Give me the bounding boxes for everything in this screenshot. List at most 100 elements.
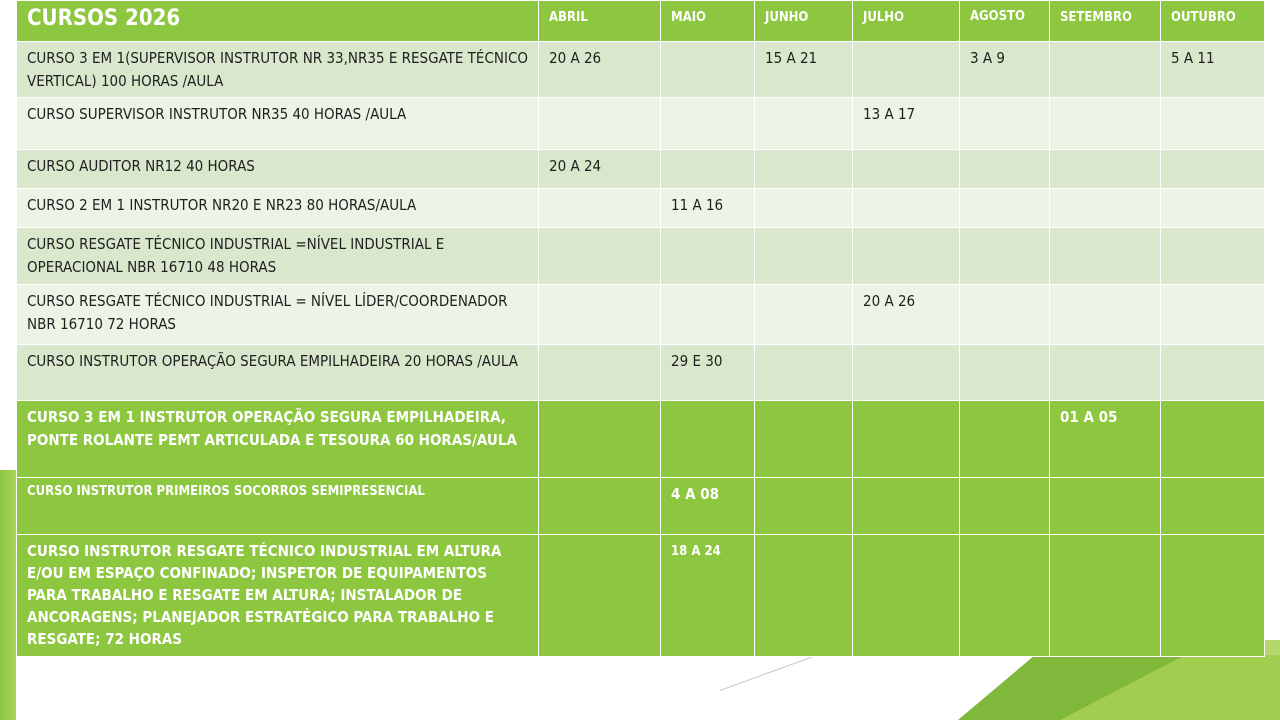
table-row: CURSO RESGATE TÉCNICO INDUSTRIAL = NÍVEL… bbox=[16, 284, 1265, 345]
table-row: CURSO AUDITOR NR12 40 HORAS 20 A 24 bbox=[16, 149, 1265, 189]
date-cell bbox=[754, 97, 853, 150]
course-name: CURSO INSTRUTOR PRIMEIROS SOCORROS SEMIP… bbox=[16, 477, 539, 535]
date-cell bbox=[852, 227, 960, 285]
table-row: CURSO SUPERVISOR INSTRUTOR NR35 40 HORAS… bbox=[16, 97, 1265, 150]
month-header: SETEMBRO bbox=[1049, 0, 1161, 42]
date-cell bbox=[538, 284, 661, 345]
course-name: CURSO 3 EM 1 INSTRUTOR OPERAÇÃO SEGURA E… bbox=[16, 400, 539, 478]
date-cell: 4 A 08 bbox=[660, 477, 755, 535]
month-header: MAIO bbox=[660, 0, 755, 42]
table-row: CURSO INSTRUTOR OPERAÇÃO SEGURA EMPILHAD… bbox=[16, 344, 1265, 401]
date-cell bbox=[538, 534, 661, 657]
date-cell bbox=[852, 477, 960, 535]
date-cell bbox=[660, 149, 755, 189]
date-cell bbox=[1160, 534, 1265, 657]
course-name: CURSO RESGATE TÉCNICO INDUSTRIAL =NÍVEL … bbox=[16, 227, 539, 285]
date-cell bbox=[754, 344, 853, 401]
table-row: CURSO INSTRUTOR RESGATE TÉCNICO INDUSTRI… bbox=[16, 534, 1265, 657]
date-cell bbox=[538, 477, 661, 535]
date-cell bbox=[1049, 41, 1161, 98]
date-cell bbox=[538, 400, 661, 478]
date-cell bbox=[959, 149, 1050, 189]
date-cell bbox=[1160, 284, 1265, 345]
course-name: CURSO 3 EM 1(SUPERVISOR INSTRUTOR NR 33,… bbox=[16, 41, 539, 98]
table-row: CURSO INSTRUTOR PRIMEIROS SOCORROS SEMIP… bbox=[16, 477, 1265, 535]
date-cell bbox=[1049, 284, 1161, 345]
date-cell bbox=[1049, 227, 1161, 285]
date-cell: 01 A 05 bbox=[1049, 400, 1161, 478]
date-cell bbox=[959, 284, 1050, 345]
table-title: CURSOS 2026 bbox=[16, 0, 539, 42]
date-cell bbox=[852, 344, 960, 401]
date-cell: 5 A 11 bbox=[1160, 41, 1265, 98]
date-cell bbox=[660, 284, 755, 345]
date-cell: 3 A 9 bbox=[959, 41, 1050, 98]
date-cell bbox=[959, 477, 1050, 535]
course-name: CURSO AUDITOR NR12 40 HORAS bbox=[16, 149, 539, 189]
header-row: CURSOS 2026 ABRIL MAIO JUNHO JULHO AGOST… bbox=[16, 0, 1265, 42]
course-name: CURSO INSTRUTOR RESGATE TÉCNICO INDUSTRI… bbox=[16, 534, 539, 657]
date-cell bbox=[660, 400, 755, 478]
course-name: CURSO INSTRUTOR OPERAÇÃO SEGURA EMPILHAD… bbox=[16, 344, 539, 401]
date-cell: 13 A 17 bbox=[852, 97, 960, 150]
date-cell bbox=[538, 344, 661, 401]
month-header: AGOSTO bbox=[959, 0, 1050, 42]
course-name: CURSO SUPERVISOR INSTRUTOR NR35 40 HORAS… bbox=[16, 97, 539, 150]
table-row: CURSO 2 EM 1 INSTRUTOR NR20 E NR23 80 HO… bbox=[16, 188, 1265, 228]
date-cell bbox=[538, 97, 661, 150]
date-cell bbox=[538, 227, 661, 285]
date-cell bbox=[1049, 149, 1161, 189]
date-cell: 29 E 30 bbox=[660, 344, 755, 401]
month-header: JULHO bbox=[852, 0, 960, 42]
course-schedule-table: CURSOS 2026 ABRIL MAIO JUNHO JULHO AGOST… bbox=[16, 0, 1265, 657]
date-cell bbox=[1160, 477, 1265, 535]
date-cell: 20 A 26 bbox=[538, 41, 661, 98]
date-cell bbox=[754, 477, 853, 535]
course-name: CURSO 2 EM 1 INSTRUTOR NR20 E NR23 80 HO… bbox=[16, 188, 539, 228]
date-cell bbox=[660, 227, 755, 285]
date-cell: 18 A 24 bbox=[660, 534, 755, 657]
date-cell bbox=[959, 344, 1050, 401]
date-cell bbox=[1160, 344, 1265, 401]
date-cell bbox=[660, 97, 755, 150]
date-cell bbox=[1049, 534, 1161, 657]
date-cell bbox=[1160, 400, 1265, 478]
decorative-left-stripe bbox=[0, 470, 16, 720]
table-row: CURSO 3 EM 1 INSTRUTOR OPERAÇÃO SEGURA E… bbox=[16, 400, 1265, 478]
date-cell bbox=[959, 188, 1050, 228]
date-cell bbox=[1160, 188, 1265, 228]
date-cell bbox=[959, 97, 1050, 150]
date-cell bbox=[754, 284, 853, 345]
month-header: JUNHO bbox=[754, 0, 853, 42]
date-cell bbox=[538, 188, 661, 228]
date-cell bbox=[852, 400, 960, 478]
date-cell bbox=[1160, 227, 1265, 285]
table-row: CURSO 3 EM 1(SUPERVISOR INSTRUTOR NR 33,… bbox=[16, 41, 1265, 98]
date-cell bbox=[1049, 344, 1161, 401]
date-cell: 20 A 26 bbox=[852, 284, 960, 345]
month-header: ABRIL bbox=[538, 0, 661, 42]
date-cell bbox=[754, 188, 853, 228]
date-cell bbox=[1049, 477, 1161, 535]
course-name: CURSO RESGATE TÉCNICO INDUSTRIAL = NÍVEL… bbox=[16, 284, 539, 345]
date-cell bbox=[852, 41, 960, 98]
date-cell bbox=[959, 534, 1050, 657]
date-cell: 20 A 24 bbox=[538, 149, 661, 189]
date-cell bbox=[754, 149, 853, 189]
date-cell bbox=[754, 534, 853, 657]
date-cell bbox=[852, 534, 960, 657]
date-cell bbox=[852, 149, 960, 189]
date-cell: 11 A 16 bbox=[660, 188, 755, 228]
date-cell bbox=[1160, 97, 1265, 150]
month-header: OUTUBRO bbox=[1160, 0, 1265, 42]
date-cell bbox=[959, 400, 1050, 478]
date-cell bbox=[1049, 97, 1161, 150]
date-cell bbox=[754, 227, 853, 285]
date-cell bbox=[1049, 188, 1161, 228]
date-cell: 15 A 21 bbox=[754, 41, 853, 98]
table-row: CURSO RESGATE TÉCNICO INDUSTRIAL =NÍVEL … bbox=[16, 227, 1265, 285]
date-cell bbox=[852, 188, 960, 228]
date-cell bbox=[754, 400, 853, 478]
date-cell bbox=[1160, 149, 1265, 189]
date-cell bbox=[959, 227, 1050, 285]
